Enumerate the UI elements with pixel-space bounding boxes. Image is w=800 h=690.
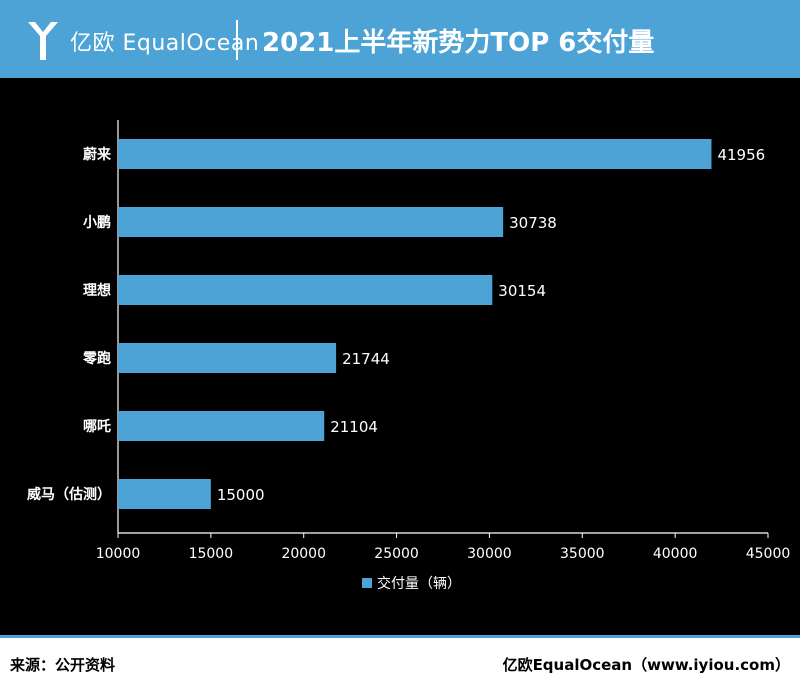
data-label-3: 21744 — [342, 350, 390, 368]
bar-3 — [118, 343, 337, 373]
category-label-5: 威马（估测） — [27, 486, 111, 503]
category-label-3: 零跑 — [82, 350, 111, 367]
x-tick-label-2: 20000 — [281, 546, 326, 562]
bar-1 — [118, 207, 504, 237]
legend-label: 交付量（辆） — [377, 575, 461, 592]
x-tick-label-4: 30000 — [467, 546, 512, 562]
x-tick-label-0: 10000 — [96, 546, 141, 562]
x-tick-label-5: 35000 — [560, 546, 605, 562]
category-label-0: 蔚来 — [83, 146, 112, 163]
logo-text: 亿欧 EqualOcean — [70, 31, 260, 56]
legend-swatch — [362, 578, 372, 588]
chart-area: 蔚来 41956 小鹏 30738 理想 30154 零跑 21744 哪吒 21104 威马（估测… — [0, 78, 800, 635]
x-tick-label-1: 15000 — [189, 546, 234, 562]
bar-2 — [118, 275, 493, 305]
equalocean-logo-icon — [28, 22, 58, 60]
footer: 来源：公开资料 亿欧EqualOcean（www.iyiou.com） — [0, 635, 800, 690]
data-label-0: 41956 — [717, 146, 765, 164]
header-banner: 亿欧 EqualOcean 2021上半年新势力TOP 6交付量 — [0, 0, 800, 78]
x-tick-label-3: 25000 — [374, 546, 419, 562]
bar-0 — [118, 139, 712, 169]
data-label-1: 30738 — [509, 214, 557, 232]
bar-5 — [118, 479, 211, 509]
data-label-2: 30154 — [498, 282, 546, 300]
category-label-2: 理想 — [83, 282, 111, 299]
x-tick-label-6: 40000 — [653, 546, 698, 562]
page-title: 2021上半年新势力TOP 6交付量 — [262, 28, 655, 58]
category-label-1: 小鹏 — [83, 214, 111, 231]
data-label-4: 21104 — [330, 418, 378, 436]
footer-brand: 亿欧EqualOcean（www.iyiou.com） — [502, 656, 790, 674]
data-label-5: 15000 — [217, 486, 265, 504]
category-label-4: 哪吒 — [83, 419, 111, 435]
header-divider — [236, 20, 238, 60]
x-tick-label-7: 45000 — [746, 546, 791, 562]
source-note: 来源：公开资料 — [10, 656, 116, 674]
bar-4 — [118, 411, 325, 441]
bar-chart: 蔚来 41956 小鹏 30738 理想 30154 零跑 21744 哪吒 21104 威马（估测… — [27, 120, 791, 592]
